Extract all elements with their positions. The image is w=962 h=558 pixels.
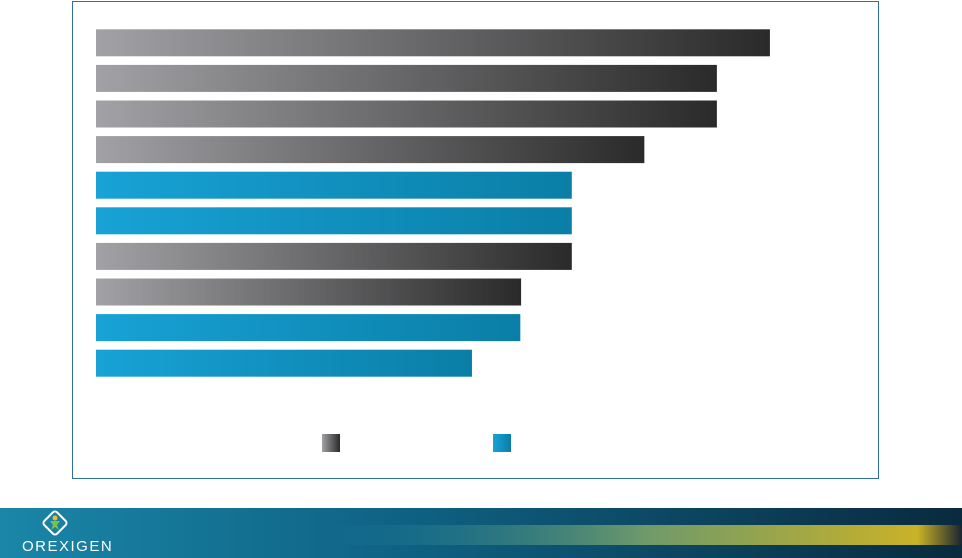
bar	[96, 349, 472, 377]
bar	[96, 242, 572, 270]
plot	[96, 29, 770, 452]
chart-frame	[72, 1, 879, 479]
bar	[96, 100, 717, 128]
bar	[96, 64, 717, 92]
legend-swatch	[493, 434, 511, 452]
logo-text: OREXIGEN	[22, 538, 113, 555]
legend-swatch	[322, 434, 340, 452]
logo-icon	[42, 510, 68, 536]
footer-stripe	[330, 525, 962, 545]
bar	[96, 314, 521, 342]
bar	[96, 207, 572, 235]
footer: OREXIGEN	[0, 508, 962, 558]
bar	[96, 278, 522, 306]
bar	[96, 171, 572, 199]
bar	[96, 136, 645, 164]
bar	[96, 29, 770, 57]
